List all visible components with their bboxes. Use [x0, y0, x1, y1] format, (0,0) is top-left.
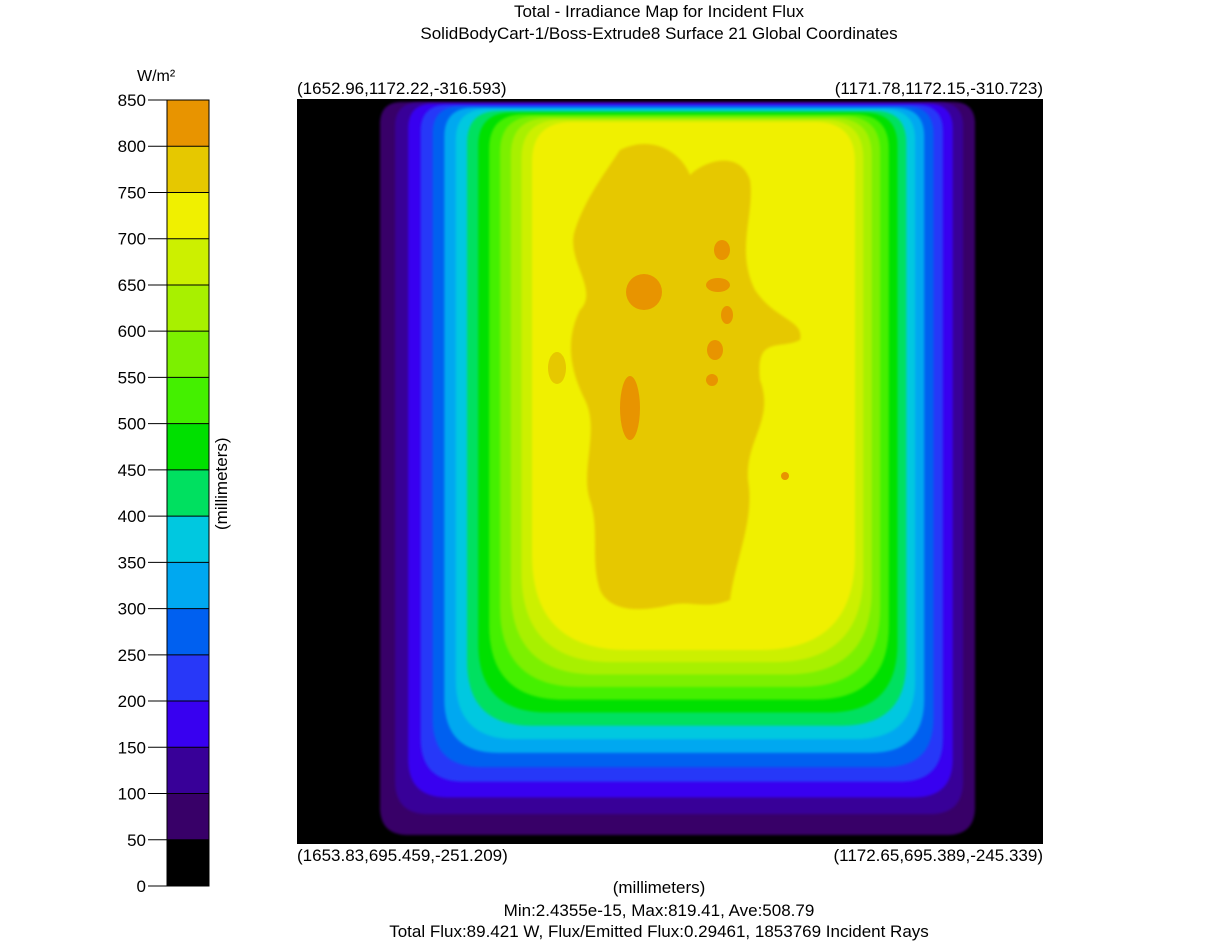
colorbar-tick-label: 400	[118, 507, 146, 526]
hot-spot	[707, 340, 723, 360]
colorbar-band	[167, 839, 209, 886]
colorbar-band	[167, 192, 209, 239]
colorbar-band	[167, 562, 209, 609]
colorbar-band	[167, 747, 209, 794]
colorbar-tick-label: 550	[118, 368, 146, 387]
colorbar-band	[167, 377, 209, 424]
colorbar-band	[167, 284, 209, 332]
corner-bottom-left: (1653.83,695.459,-251.209)	[297, 846, 508, 865]
colorbar-tick-label: 0	[137, 877, 146, 896]
colorbar-band	[167, 701, 209, 748]
stats-line-1: Min:2.4355e-15, Max:819.41, Ave:508.79	[503, 901, 815, 920]
hot-spot	[714, 240, 730, 260]
corner-top-left: (1652.96,1172.22,-316.593)	[297, 79, 507, 98]
hot-spot	[706, 374, 718, 386]
colorbar-unit-label: W/m²	[137, 68, 176, 85]
colorbar-band	[167, 654, 209, 702]
colorbar-tick-label: 850	[118, 91, 146, 110]
hot-spot	[721, 306, 733, 324]
colorbar-tick-label: 200	[118, 692, 146, 711]
colorbar-band	[167, 423, 209, 470]
chart-subtitle: SolidBodyCart-1/Boss-Extrude8 Surface 21…	[420, 24, 898, 43]
y-axis-label: (millimeters)	[212, 437, 231, 530]
hot-spot	[626, 274, 662, 310]
colorbar-tick-label: 650	[118, 276, 146, 295]
colorbar-tick-label: 450	[118, 461, 146, 480]
colorbar-band	[167, 146, 209, 193]
hot-spot	[620, 376, 640, 440]
chart-title: Total - Irradiance Map for Incident Flux	[513, 2, 805, 21]
colorbar-tick-label: 250	[118, 646, 146, 665]
irradiance-bands	[380, 102, 975, 835]
contour-band	[570, 144, 801, 610]
hot-spot	[706, 278, 730, 292]
colorbar-band	[167, 793, 209, 840]
stats-line-2: Total Flux:89.421 W, Flux/Emitted Flux:0…	[389, 922, 929, 941]
corner-bottom-right: (1172.65,695.389,-245.339)	[833, 846, 1043, 865]
colorbar-tick-label: 350	[118, 553, 146, 572]
colorbar-tick-label: 700	[118, 230, 146, 249]
colorbar-tick-label: 800	[118, 137, 146, 156]
colorbar: 8508007507006506005505004504003503002502…	[118, 91, 210, 896]
hot-spots	[620, 240, 789, 480]
colorbar-band	[167, 516, 209, 563]
colorbar-tick-label: 300	[118, 600, 146, 619]
colorbar-band	[167, 608, 209, 655]
colorbar-tick-label: 150	[118, 738, 146, 757]
colorbar-tick-label: 50	[127, 831, 146, 850]
colorbar-band	[167, 238, 209, 285]
colorbar-tick-label: 750	[118, 183, 146, 202]
contour-band	[548, 352, 566, 384]
corner-top-right: (1171.78,1172.15,-310.723)	[834, 79, 1043, 98]
colorbar-tick-label: 600	[118, 322, 146, 341]
colorbar-tick-label: 100	[118, 785, 146, 804]
colorbar-band	[167, 100, 209, 147]
hot-spot	[781, 472, 789, 480]
colorbar-tick-label: 500	[118, 415, 146, 434]
colorbar-band	[167, 331, 209, 378]
x-axis-label: (millimeters)	[612, 878, 706, 897]
colorbar-band	[167, 469, 209, 517]
